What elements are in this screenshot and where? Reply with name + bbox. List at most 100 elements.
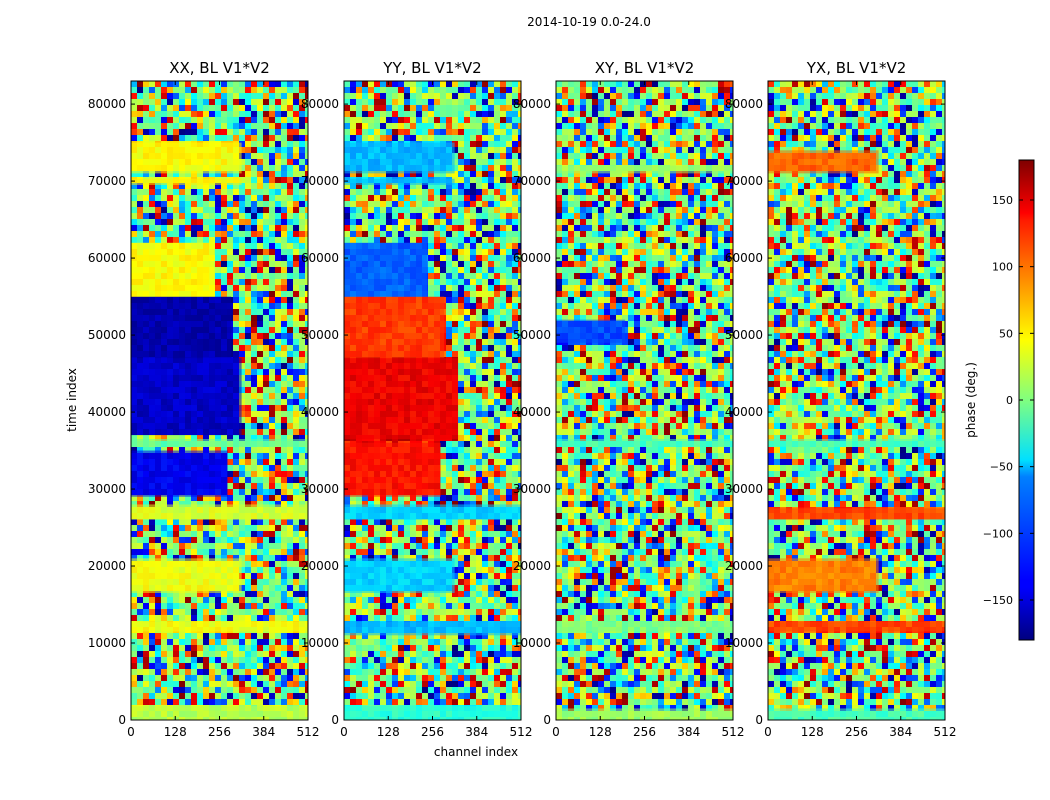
phase-cell — [137, 519, 143, 525]
phase-cell — [203, 525, 209, 531]
phase-cell — [131, 519, 137, 525]
phase-cell — [179, 525, 185, 531]
phase-cell — [137, 549, 143, 555]
phase-cell — [269, 291, 275, 297]
phase-cell — [464, 399, 470, 405]
phase-cell — [239, 165, 245, 171]
phase-cell — [512, 363, 518, 369]
phase-cell — [287, 345, 293, 351]
phase-cell — [404, 171, 410, 177]
phase-cell — [161, 105, 167, 111]
phase-cell — [362, 99, 368, 105]
phase-cell — [251, 291, 257, 297]
phase-cell — [281, 435, 287, 441]
phase-cell — [239, 351, 245, 357]
phase-cell — [500, 207, 506, 213]
phase-cell — [143, 123, 149, 129]
phase-cell — [149, 663, 155, 669]
phase-cell — [197, 183, 203, 189]
phase-cell — [155, 219, 161, 225]
phase-cell — [233, 603, 239, 609]
phase-cell — [452, 99, 458, 105]
phase-cell — [245, 207, 251, 213]
phase-cell — [209, 543, 215, 549]
phase-cell — [464, 345, 470, 351]
phase-cell — [173, 171, 179, 177]
phase-cell — [446, 111, 452, 117]
phase-band — [131, 450, 228, 497]
phase-cell — [155, 237, 161, 243]
phase-cell — [149, 81, 155, 87]
phase-cell — [239, 375, 245, 381]
figure-suptitle: 2014-10-19 0.0-24.0 — [527, 15, 651, 29]
phase-cell — [428, 285, 434, 291]
phase-cell — [422, 189, 428, 195]
phase-cell — [275, 429, 281, 435]
phase-cell — [233, 105, 239, 111]
phase-cell — [233, 657, 239, 663]
phase-cell — [239, 129, 245, 135]
phase-cell — [245, 159, 251, 165]
phase-cell — [263, 453, 269, 459]
phase-cell — [299, 87, 305, 93]
phase-cell — [518, 93, 521, 99]
phase-cell — [287, 213, 293, 219]
phase-cell — [470, 351, 476, 357]
phase-cell — [209, 195, 215, 201]
phase-cell — [380, 189, 386, 195]
phase-cell — [245, 345, 251, 351]
phase-cell — [506, 81, 512, 87]
phase-cell — [356, 135, 362, 141]
phase-cell — [299, 159, 305, 165]
phase-cell — [482, 357, 488, 363]
phase-cell — [299, 141, 305, 147]
phase-cell — [197, 549, 203, 555]
phase-cell — [203, 447, 209, 453]
phase-cell — [488, 231, 494, 237]
phase-cell — [275, 369, 281, 375]
phase-cell — [452, 195, 458, 201]
phase-cell — [422, 237, 428, 243]
phase-cell — [281, 591, 287, 597]
phase-cell — [269, 87, 275, 93]
phase-cell — [167, 495, 173, 501]
phase-cell — [161, 447, 167, 453]
phase-cell — [221, 117, 227, 123]
phase-cell — [293, 591, 299, 597]
phase-cell — [227, 669, 233, 675]
phase-cell — [155, 555, 161, 561]
phase-cell — [464, 141, 470, 147]
phase-cell — [233, 531, 239, 537]
phase-cell — [167, 615, 173, 621]
phase-cell — [245, 651, 251, 657]
phase-cell — [233, 435, 239, 441]
phase-cell — [506, 291, 512, 297]
phase-cell — [215, 555, 221, 561]
phase-cell — [293, 345, 299, 351]
phase-cell — [263, 609, 269, 615]
phase-cell — [251, 111, 257, 117]
phase-cell — [458, 333, 464, 339]
phase-cell — [305, 411, 308, 417]
phase-cell — [245, 423, 251, 429]
phase-cell — [185, 543, 191, 549]
phase-cell — [263, 495, 269, 501]
phase-cell — [488, 87, 494, 93]
phase-cell — [269, 405, 275, 411]
phase-cell — [305, 615, 308, 621]
phase-cell — [263, 207, 269, 213]
phase-cell — [512, 159, 518, 165]
phase-cell — [440, 105, 446, 111]
phase-cell — [257, 81, 263, 87]
phase-cell — [299, 219, 305, 225]
phase-cell — [518, 237, 521, 243]
phase-cell — [275, 531, 281, 537]
phase-cell — [293, 495, 299, 501]
phase-cell — [257, 435, 263, 441]
phase-cell — [518, 285, 521, 291]
phase-cell — [191, 117, 197, 123]
phase-cell — [257, 483, 263, 489]
phase-cell — [464, 93, 470, 99]
phase-cell — [299, 525, 305, 531]
phase-cell — [245, 399, 251, 405]
